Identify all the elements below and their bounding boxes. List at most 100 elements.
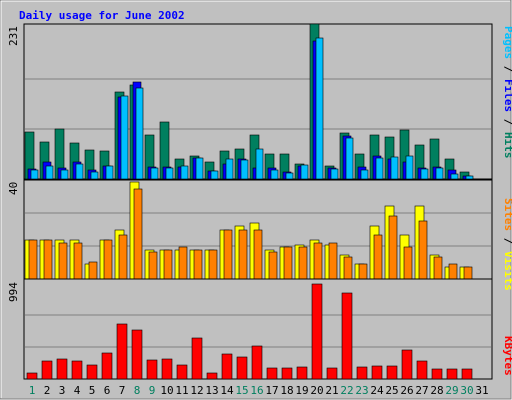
kbytes-legend-label: KBytes <box>502 336 512 376</box>
pages-bar <box>360 169 369 180</box>
pages-bar <box>345 137 354 180</box>
kbytes-bar <box>146 359 158 380</box>
day-label: 8 <box>134 384 141 397</box>
sites-bar <box>418 220 428 280</box>
pages-bar <box>270 169 279 180</box>
legend-separator: / <box>502 59 512 79</box>
kbytes-bar <box>401 349 413 380</box>
sites-bar <box>403 246 413 280</box>
day-label: 17 <box>265 384 278 397</box>
kbytes-bar <box>86 364 98 380</box>
pages-bar <box>465 175 474 180</box>
legend-separator: / <box>502 112 512 132</box>
kbytes-bar <box>341 292 353 380</box>
day-label: 22 <box>340 384 353 397</box>
day-label: 18 <box>280 384 293 397</box>
sites-bar <box>178 246 188 280</box>
pages-bar <box>75 163 84 180</box>
sites-bar <box>148 251 158 280</box>
pages-bar <box>60 169 69 180</box>
kbytes-bar <box>446 368 458 380</box>
kbytes-bar <box>101 352 113 380</box>
hits-files-pages-bars <box>24 23 491 180</box>
sites-legend-label: Sites <box>502 198 512 231</box>
day-label: 6 <box>104 384 111 397</box>
kbytes-bar <box>191 337 203 380</box>
sites-bar <box>193 249 203 280</box>
sites-bar <box>283 246 293 280</box>
sites-bar <box>298 246 308 280</box>
day-label: 10 <box>160 384 173 397</box>
day-label: 21 <box>325 384 338 397</box>
visits-side-label: Sites / Visits <box>502 198 512 291</box>
kbytes-bar <box>356 366 368 380</box>
day-label: 1 <box>29 384 36 397</box>
day-axis-labels: 1 2 3 4 5 6 7 8 9 10 11 12 13 14 15 16 17 18 19 20 21 22 23 24 2… <box>29 384 489 397</box>
sites-bar <box>118 234 128 280</box>
kbytes-bar <box>431 368 443 380</box>
sites-bar <box>313 242 323 280</box>
sites-bar <box>238 229 248 280</box>
sites-bar <box>73 242 83 280</box>
sites-bar <box>43 239 53 280</box>
kbytes-bar <box>461 368 473 380</box>
day-label: 14 <box>220 384 234 397</box>
pages-bar <box>450 173 459 180</box>
pages-bar <box>165 167 174 180</box>
day-label: 2 <box>44 384 51 397</box>
pages-bar <box>315 37 324 180</box>
day-label: 4 <box>74 384 81 397</box>
day-label: 13 <box>205 384 218 397</box>
day-label: 3 <box>59 384 66 397</box>
kbytes-bar <box>41 360 53 380</box>
day-label: 24 <box>370 384 384 397</box>
kbytes-panel: 994 KBytes <box>7 278 512 380</box>
kbytes-bar <box>281 367 293 380</box>
day-label: 25 <box>385 384 398 397</box>
day-label: 20 <box>310 384 323 397</box>
files-legend-label: Files <box>502 79 512 112</box>
sites-bar <box>253 229 263 280</box>
kbytes-bar <box>56 358 68 380</box>
pages-bar <box>300 164 309 180</box>
kbytes-bar <box>206 372 218 380</box>
visits-sites-panel: 40 Sites / Visits <box>7 179 512 291</box>
pages-bar <box>330 168 339 180</box>
sites-bar <box>88 261 98 280</box>
pages-bar <box>285 172 294 180</box>
kbytes-bar <box>116 323 128 380</box>
sites-bar <box>388 215 398 280</box>
kbytes-bar <box>26 372 38 380</box>
day-label: 30 <box>460 384 473 397</box>
day-label: 16 <box>250 384 263 397</box>
hits-max-label: 231 <box>7 26 20 46</box>
day-label: 9 <box>149 384 156 397</box>
hits-files-pages-panel: 231 Pages / Files / Hits <box>7 23 512 180</box>
sites-bar <box>268 251 278 280</box>
sites-bar <box>448 263 458 280</box>
pages-bar <box>120 95 129 180</box>
hits-side-label: Pages / Files / Hits <box>502 26 512 159</box>
pages-bar <box>195 157 204 180</box>
pages-bar <box>30 169 39 180</box>
kbytes-bar <box>266 367 278 380</box>
sites-bar <box>223 229 233 280</box>
sites-bar <box>28 239 38 280</box>
kbytes-bar <box>386 365 398 380</box>
pages-bar <box>375 157 384 180</box>
kbytes-bar <box>71 360 83 380</box>
kbytes-bar <box>236 356 248 380</box>
kbytes-side-label: KBytes <box>502 336 512 376</box>
kbytes-bar <box>416 360 428 380</box>
day-label: 28 <box>430 384 443 397</box>
kbytes-bars <box>25 283 491 380</box>
pages-bar <box>90 171 99 180</box>
day-label: 27 <box>415 384 428 397</box>
day-label: 11 <box>175 384 188 397</box>
day-label: 29 <box>445 384 458 397</box>
pages-bar <box>255 148 264 180</box>
day-label: 12 <box>190 384 203 397</box>
pages-bar <box>210 170 219 180</box>
